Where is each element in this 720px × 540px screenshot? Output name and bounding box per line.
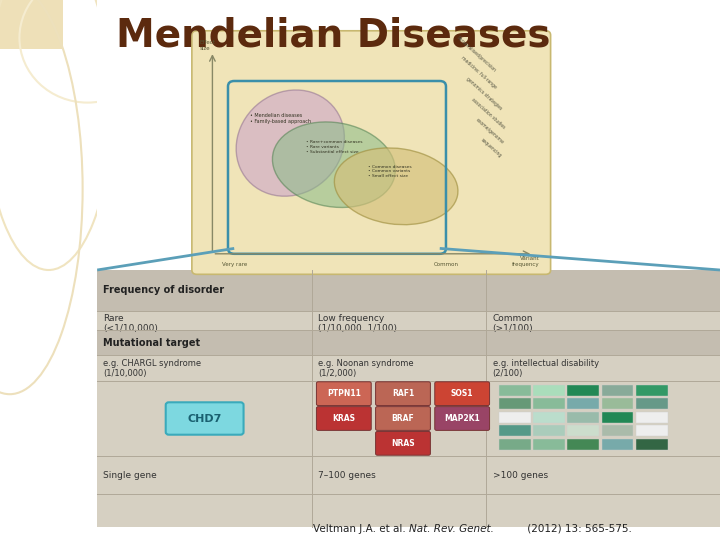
Bar [499, 384, 531, 395]
Text: NRAS: NRAS [391, 439, 415, 448]
Text: Variant
frequency: Variant frequency [512, 256, 539, 267]
Ellipse shape [272, 122, 395, 207]
Text: (2012) 13: 565-575.: (2012) 13: 565-575. [524, 523, 631, 534]
Text: Veltman J.A. et al.: Veltman J.A. et al. [312, 523, 409, 534]
Text: Common: Common [433, 262, 459, 267]
Ellipse shape [334, 148, 458, 225]
Text: 7–100 genes: 7–100 genes [318, 471, 376, 480]
Bar [636, 399, 667, 409]
Bar [567, 384, 599, 395]
FancyBboxPatch shape [166, 402, 243, 435]
Text: MAP2K1: MAP2K1 [444, 414, 480, 423]
FancyBboxPatch shape [192, 31, 551, 274]
Text: medicine: full-range: medicine: full-range [460, 56, 498, 90]
FancyBboxPatch shape [316, 407, 372, 430]
Text: • Mendelian diseases
• Family-based approach: • Mendelian diseases • Family-based appr… [250, 113, 311, 124]
Text: Very rare: Very rare [222, 262, 247, 267]
Bar [602, 426, 634, 436]
Text: association studies: association studies [470, 97, 506, 130]
FancyBboxPatch shape [435, 407, 490, 430]
Bar [636, 384, 667, 395]
Bar [97, 330, 720, 355]
Text: Mendelian Diseases: Mendelian Diseases [116, 16, 550, 54]
Text: BRAF: BRAF [392, 414, 415, 423]
Bar [636, 438, 667, 449]
Bar [602, 411, 634, 422]
FancyBboxPatch shape [376, 431, 431, 455]
FancyBboxPatch shape [316, 382, 372, 406]
Text: exome/genome: exome/genome [475, 117, 505, 145]
Bar [602, 438, 634, 449]
Bar [97, 381, 720, 456]
Bar [0, 0, 63, 49]
Bar [97, 355, 720, 381]
Bar [97, 456, 720, 494]
Text: SOS1: SOS1 [451, 389, 474, 398]
Bar [533, 411, 565, 422]
Text: Nat. Rev. Genet.: Nat. Rev. Genet. [409, 523, 493, 534]
Text: • Rare+common diseases
• Rare variants
• Substantial effect size: • Rare+common diseases • Rare variants •… [306, 140, 362, 153]
Text: CHD7: CHD7 [187, 414, 222, 423]
Bar [533, 384, 565, 395]
Bar [97, 310, 720, 330]
Bar [602, 399, 634, 409]
Text: RAF1: RAF1 [392, 389, 414, 398]
Ellipse shape [236, 90, 344, 196]
Bar [636, 411, 667, 422]
Text: KRAS: KRAS [333, 414, 356, 423]
Text: e.g. Noonan syndrome
(1/2,000): e.g. Noonan syndrome (1/2,000) [318, 359, 414, 378]
FancyBboxPatch shape [376, 382, 431, 406]
Bar [602, 384, 634, 395]
Bar [533, 438, 565, 449]
Bar [567, 426, 599, 436]
Bar [567, 411, 599, 422]
Bar [636, 426, 667, 436]
Text: Rare
(<1/10,000): Rare (<1/10,000) [104, 314, 158, 333]
Bar [567, 438, 599, 449]
Text: e.g. intellectual disability
(2/100): e.g. intellectual disability (2/100) [492, 359, 599, 378]
Text: Single gene: Single gene [104, 471, 157, 480]
Bar [533, 399, 565, 409]
Text: Frequency of disorder: Frequency of disorder [104, 285, 225, 295]
Text: >100 genes: >100 genes [492, 471, 548, 480]
FancyBboxPatch shape [435, 382, 490, 406]
Text: sequencing: sequencing [480, 138, 503, 159]
Bar [97, 270, 720, 310]
Bar [499, 426, 531, 436]
Bar [533, 426, 565, 436]
Text: Low frequency
(1/10,000  1/100): Low frequency (1/10,000 1/100) [318, 314, 397, 333]
Text: Personalised/precision: Personalised/precision [455, 35, 497, 73]
Bar [499, 411, 531, 422]
Text: • Common diseases
• Common variants
• Small effect size: • Common diseases • Common variants • Sm… [368, 165, 412, 178]
Text: Common
(>1/100): Common (>1/100) [492, 314, 534, 333]
Bar [567, 399, 599, 409]
Text: genomics strategies: genomics strategies [465, 76, 503, 111]
Text: Effect
size: Effect size [200, 40, 216, 51]
Bar [97, 270, 720, 526]
Bar [499, 438, 531, 449]
FancyBboxPatch shape [376, 407, 431, 430]
Bar [499, 399, 531, 409]
Text: Mutational target: Mutational target [104, 338, 201, 348]
Text: e.g. CHARGL syndrome
(1/10,000): e.g. CHARGL syndrome (1/10,000) [104, 359, 202, 378]
Text: PTPN11: PTPN11 [327, 389, 361, 398]
